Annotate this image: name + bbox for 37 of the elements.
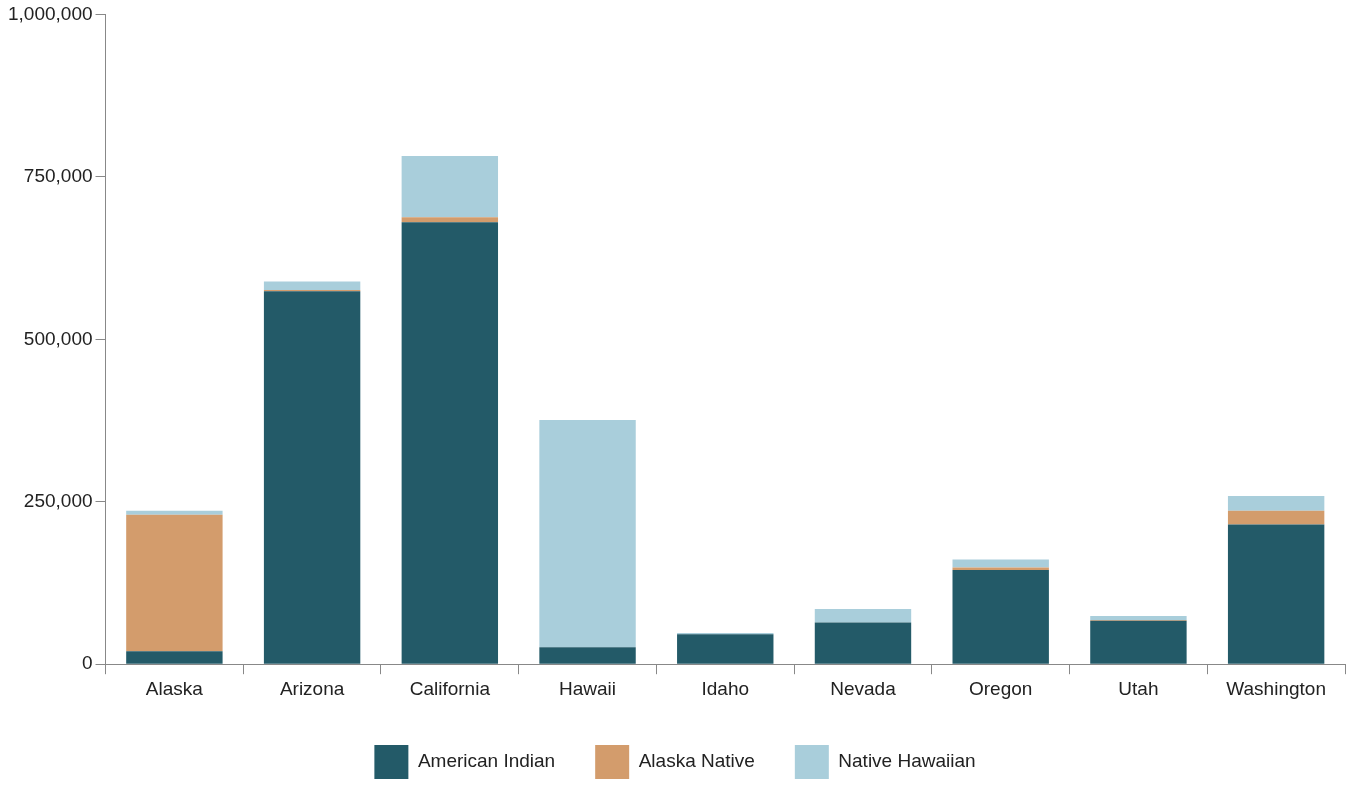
y-tick-label: 500,000 — [23, 327, 93, 349]
y-tick-label: 0 — [81, 652, 93, 674]
bar — [263, 281, 361, 290]
x-tick-label: Alaska — [145, 677, 204, 699]
y-tick-label: 1,000,000 — [7, 2, 93, 24]
x-tick-label: California — [409, 677, 491, 699]
bar — [677, 634, 774, 664]
y-tick-label: 250,000 — [23, 489, 93, 511]
bar — [952, 569, 1049, 664]
x-tick-label: Oregon — [969, 677, 1033, 699]
bar — [126, 651, 223, 664]
bar — [1090, 616, 1187, 621]
y-tick-label: 750,000 — [23, 165, 93, 187]
x-tick-label: Idaho — [701, 677, 750, 699]
legend-label: Native Hawaiian — [838, 750, 976, 772]
bar — [814, 622, 912, 664]
bar — [539, 419, 636, 648]
bar — [1227, 510, 1325, 525]
x-tick-label: Arizona — [279, 677, 345, 699]
bar — [1227, 495, 1325, 511]
bar — [126, 514, 223, 652]
bar — [1227, 524, 1325, 664]
bar — [401, 222, 499, 664]
x-tick-label: Washington — [1226, 677, 1326, 699]
x-tick-label: Hawaii — [559, 677, 617, 699]
bar — [401, 217, 499, 223]
bar — [401, 156, 499, 218]
bar — [814, 608, 912, 623]
x-tick-label: Nevada — [830, 677, 897, 699]
bar — [1090, 620, 1187, 664]
bar — [263, 291, 361, 664]
legend-label: Alaska Native — [638, 750, 755, 772]
legend-label: American Indian — [417, 750, 556, 772]
bar — [952, 567, 1049, 570]
bar — [126, 510, 223, 515]
x-tick-label: Utah — [1118, 677, 1159, 699]
bar — [539, 647, 636, 664]
